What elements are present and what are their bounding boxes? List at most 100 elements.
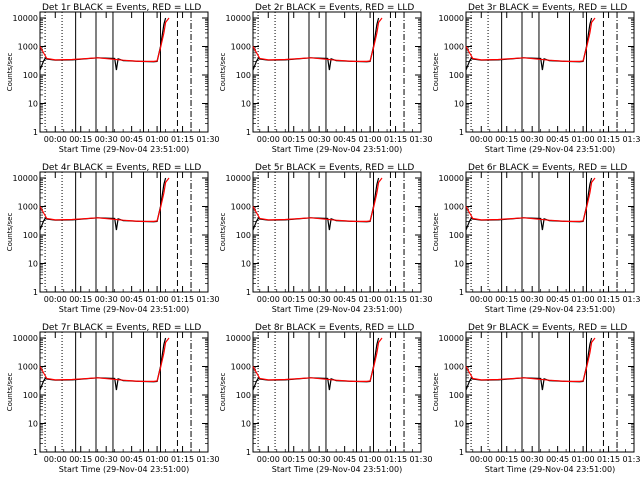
x-tick-label: 01:30	[409, 135, 432, 144]
x-axis-label: Start Time (29-Nov-04 23:51:00)	[272, 145, 402, 154]
series-line-lld	[252, 177, 383, 222]
x-tick-label: 01:30	[622, 455, 640, 464]
y-tick-label: 10	[28, 420, 38, 429]
x-axis-label: Start Time (29-Nov-04 23:51:00)	[485, 305, 615, 314]
series-line-lld	[252, 17, 383, 63]
y-axis-label: Counts/sec	[432, 373, 440, 412]
chart-panel-5: Det 5r BLACK = Events, RED = LLD 1 10 100 10…	[219, 163, 433, 314]
series-line-lld	[465, 17, 596, 63]
y-tick-label: 1	[246, 448, 251, 457]
x-axis-label: Start Time (29-Nov-04 23:51:00)	[485, 145, 615, 154]
chart-panel-1: Det 1r BLACK = Events, RED = LLD 1 10 100 10…	[6, 3, 220, 154]
x-tick-label: 00:15	[69, 295, 92, 304]
y-axis-label: Counts/sec	[219, 373, 227, 412]
chart-title: Det 7r BLACK = Events, RED = LLD	[42, 323, 201, 333]
y-tick-label: 1000	[231, 363, 251, 372]
y-tick-label: 10000	[439, 334, 464, 343]
x-tick-label: 00:45	[333, 455, 356, 464]
chart-title: Det 4r BLACK = Events, RED = LLD	[42, 163, 201, 173]
x-tick-label: 01:30	[622, 135, 640, 144]
x-tick-label: 01:00	[572, 135, 595, 144]
x-tick-label: 00:30	[521, 135, 544, 144]
x-tick-label: 01:15	[597, 455, 620, 464]
plot-frame	[39, 11, 209, 133]
series-line-lld	[465, 177, 596, 222]
y-tick-label: 1	[459, 288, 464, 297]
y-tick-label: 100	[236, 231, 251, 240]
y-tick-label: 100	[236, 71, 251, 80]
x-tick-label: 00:00	[470, 295, 493, 304]
y-tick-label: 10	[241, 260, 251, 269]
x-tick-label: 00:00	[44, 135, 67, 144]
y-tick-label: 10	[454, 260, 464, 269]
x-tick-label: 00:45	[546, 455, 569, 464]
x-tick-label: 00:30	[521, 455, 544, 464]
chart-panel-2: Det 2r BLACK = Events, RED = LLD 1 10 100 10…	[219, 3, 433, 154]
y-tick-label: 10000	[13, 14, 38, 23]
x-tick-label: 00:45	[120, 135, 143, 144]
y-tick-label: 1000	[444, 203, 464, 212]
y-tick-label: 100	[23, 391, 38, 400]
x-tick-label: 01:15	[384, 135, 407, 144]
series-line-lld	[39, 337, 170, 382]
y-tick-label: 100	[23, 71, 38, 80]
plot-frame	[465, 171, 635, 293]
x-axis-label: Start Time (29-Nov-04 23:51:00)	[485, 465, 615, 474]
x-tick-label: 01:00	[146, 295, 169, 304]
y-tick-label: 1	[246, 288, 251, 297]
y-axis-label: Counts/sec	[432, 53, 440, 92]
series-line-lld	[252, 337, 383, 382]
y-tick-label: 10	[241, 420, 251, 429]
chart-title: Det 6r BLACK = Events, RED = LLD	[468, 163, 627, 173]
y-tick-label: 10	[241, 100, 251, 109]
x-tick-label: 01:30	[196, 135, 219, 144]
x-tick-label: 00:15	[282, 135, 305, 144]
chart-title: Det 8r BLACK = Events, RED = LLD	[255, 323, 414, 333]
x-tick-label: 00:45	[120, 295, 143, 304]
series-line-lld	[39, 17, 170, 63]
y-tick-label: 10	[454, 420, 464, 429]
x-tick-label: 01:15	[384, 455, 407, 464]
x-tick-label: 01:00	[359, 295, 382, 304]
x-tick-label: 00:00	[470, 135, 493, 144]
x-tick-label: 00:15	[495, 295, 518, 304]
x-tick-label: 01:30	[409, 295, 432, 304]
x-tick-label: 01:15	[384, 295, 407, 304]
chart-panel-9: Det 9r BLACK = Events, RED = LLD 1 10 100 10…	[432, 323, 640, 474]
y-tick-label: 1	[246, 128, 251, 137]
y-tick-label: 1000	[18, 363, 38, 372]
y-tick-label: 1	[459, 448, 464, 457]
plot-frame	[252, 11, 422, 133]
x-tick-label: 00:15	[282, 295, 305, 304]
chart-title: Det 5r BLACK = Events, RED = LLD	[255, 163, 414, 173]
x-axis-label: Start Time (29-Nov-04 23:51:00)	[59, 465, 189, 474]
y-tick-label: 10000	[13, 174, 38, 183]
x-tick-label: 00:30	[95, 455, 118, 464]
x-tick-label: 01:30	[409, 455, 432, 464]
chart-panel-3: Det 3r BLACK = Events, RED = LLD 1 10 100 10…	[432, 3, 640, 154]
x-tick-label: 00:15	[69, 455, 92, 464]
y-tick-label: 10000	[439, 14, 464, 23]
x-tick-label: 00:15	[282, 455, 305, 464]
chart-panel-4: Det 4r BLACK = Events, RED = LLD 1 10 100 10…	[6, 163, 220, 314]
y-tick-label: 1000	[18, 203, 38, 212]
chart-title: Det 9r BLACK = Events, RED = LLD	[468, 323, 627, 333]
x-tick-label: 01:00	[359, 135, 382, 144]
y-axis-label: Counts/sec	[219, 213, 227, 252]
x-tick-label: 00:45	[546, 295, 569, 304]
x-tick-label: 00:45	[120, 455, 143, 464]
y-tick-label: 10000	[439, 174, 464, 183]
y-axis-label: Counts/sec	[219, 53, 227, 92]
plot-frame	[39, 171, 209, 293]
x-tick-label: 00:00	[257, 455, 280, 464]
x-tick-label: 00:30	[308, 295, 331, 304]
x-tick-label: 01:30	[196, 295, 219, 304]
y-tick-label: 10	[28, 260, 38, 269]
x-tick-label: 00:45	[546, 135, 569, 144]
y-tick-label: 100	[449, 391, 464, 400]
x-tick-label: 00:00	[257, 135, 280, 144]
x-tick-label: 00:45	[333, 295, 356, 304]
y-tick-label: 1	[33, 288, 38, 297]
chart-panel-8: Det 8r BLACK = Events, RED = LLD 1 10 100 10…	[219, 323, 433, 474]
